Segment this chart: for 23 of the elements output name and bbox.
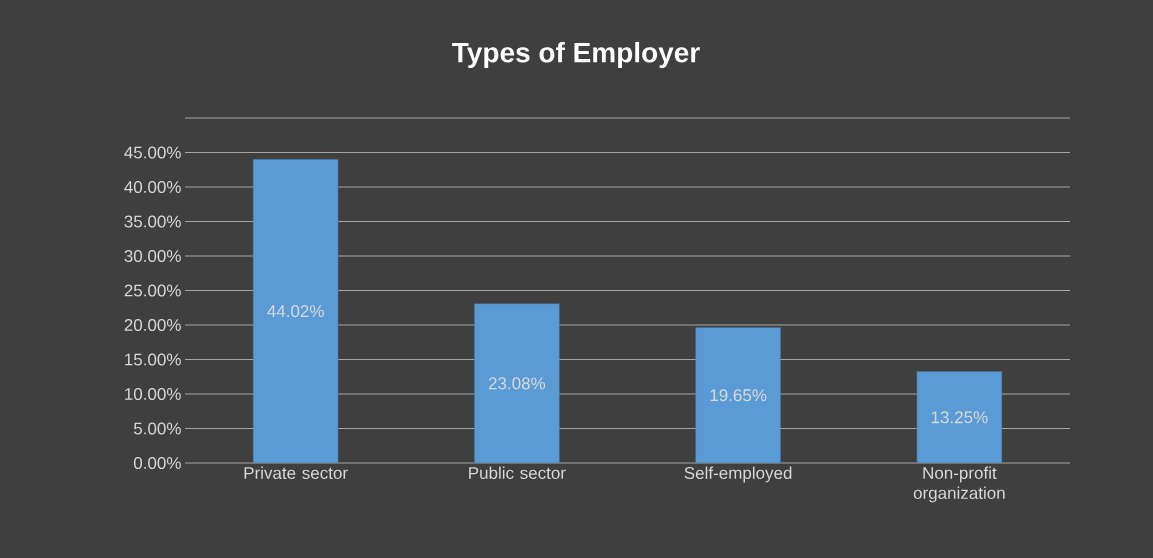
bar — [252, 159, 339, 463]
bar — [916, 371, 1003, 463]
y-tick-label: 25.00% — [124, 284, 181, 297]
data-label: 13.25% — [931, 411, 988, 424]
y-tick-label: 5.00% — [133, 422, 181, 435]
y-tick-label: 20.00% — [124, 318, 181, 332]
y-tick-label: 40.00% — [124, 180, 181, 194]
x-tick-label: Self-employed — [684, 466, 792, 483]
bar — [695, 327, 781, 463]
bar — [474, 303, 560, 463]
x-tick-label: Public sector — [469, 466, 566, 480]
data-label: 23.08% — [488, 377, 546, 390]
data-label: 44.02% — [267, 305, 324, 318]
chart-title: Types of Employer — [452, 41, 700, 69]
x-tick-label: Private sector — [244, 466, 348, 480]
y-tick-label: 45.00% — [124, 146, 181, 159]
y-tick-label: 10.00% — [125, 387, 181, 401]
y-tick-label: 30.00% — [124, 249, 181, 263]
y-tick-label: 15.00% — [125, 353, 181, 366]
x-tick-label: Non-profit organization — [913, 466, 1005, 503]
y-tick-label: 35.00% — [124, 215, 181, 228]
data-label: 19.65% — [710, 389, 767, 402]
y-tick-label: 0.00% — [133, 456, 181, 470]
